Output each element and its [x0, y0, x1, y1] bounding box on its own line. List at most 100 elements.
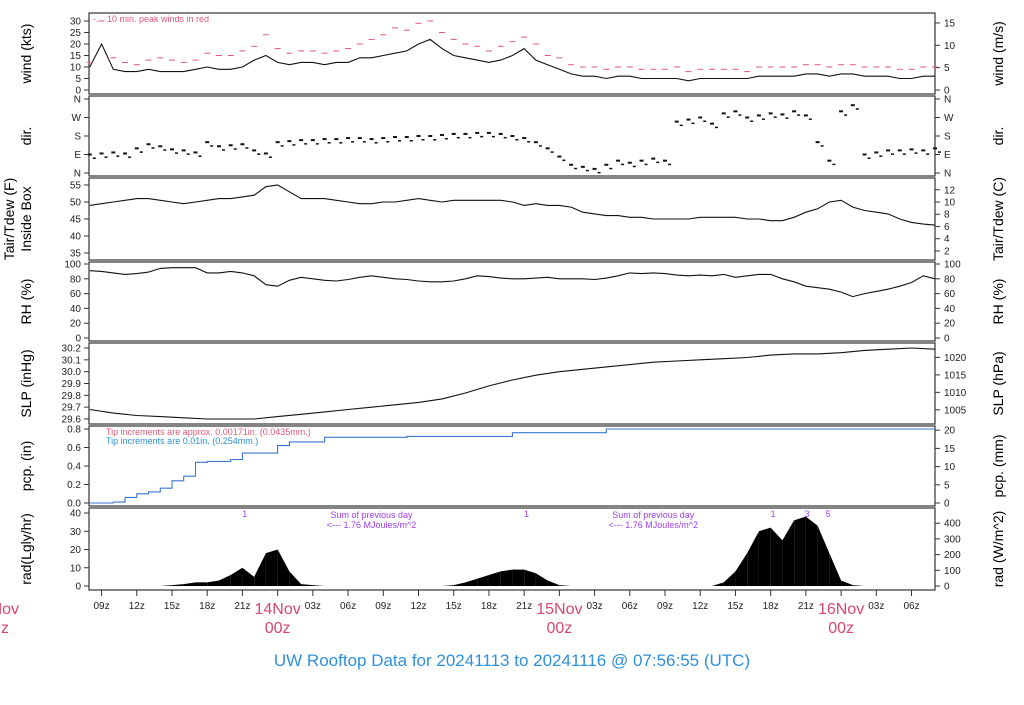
x-tick-label: 03z — [587, 601, 603, 612]
dir-point — [844, 114, 848, 116]
dir-point — [128, 156, 132, 158]
temp-left-tick-label: 45 — [70, 215, 82, 226]
rh-right-tick-label: 80 — [944, 274, 956, 285]
dir-point — [486, 131, 491, 134]
rad-area-segment — [289, 571, 302, 586]
x-day-label: 13Nov — [0, 601, 19, 618]
dir-point — [322, 138, 327, 141]
rad-right-tick-label: 400 — [944, 519, 961, 530]
wind-left-axis-title: wind (kts) — [18, 24, 34, 85]
dir-left-tick-label: E — [74, 150, 81, 161]
dir-point — [597, 171, 601, 174]
dir-point — [609, 167, 613, 170]
dir-point — [163, 149, 167, 151]
pcp-right-tick-label: 0 — [944, 499, 950, 510]
dir-point — [569, 163, 574, 166]
wind-legend-note: 10 min. peak winds in red — [107, 14, 209, 24]
slp-left-tick-label: 29.8 — [62, 391, 82, 402]
rad-left-tick-label: 30 — [70, 527, 82, 538]
slp-right-tick-label: 1020 — [944, 353, 967, 364]
dir-point — [193, 151, 198, 154]
wind-left-tick-label: 10 — [70, 63, 82, 74]
dir-right-tick-label: E — [944, 150, 951, 161]
dir-point — [703, 120, 707, 122]
x-tick-label: 21z — [516, 601, 532, 612]
dir-point — [463, 132, 468, 135]
dir-point — [604, 163, 609, 166]
dir-point — [803, 114, 808, 117]
rad-area-segment — [758, 527, 771, 586]
dir-point — [174, 152, 178, 154]
x-tick-label: 15z — [727, 601, 743, 612]
rh-left-tick-label: 60 — [70, 289, 82, 300]
dir-point — [909, 148, 914, 151]
dir-point — [797, 114, 801, 116]
rad-area-segment — [512, 569, 525, 586]
dir-point — [792, 110, 797, 113]
dir-left-tick-label: N — [74, 169, 81, 180]
rad-left-tick-label: 0 — [75, 582, 81, 593]
dir-point — [921, 149, 926, 152]
temp-right-tick-label: 10 — [944, 198, 956, 209]
x-tick-label: 09z — [375, 601, 391, 612]
rad-left-tick-label: 40 — [70, 509, 82, 520]
dir-point — [761, 118, 765, 120]
rad-sum-note-line2: <--- 1.76 MJoules/m^2 — [327, 520, 417, 530]
chart-title: UW Rooftop Data for 20241113 to 20241116… — [274, 651, 750, 670]
dir-point — [186, 153, 190, 155]
dir-point — [456, 136, 460, 139]
slp-left-tick-label: 30.2 — [62, 344, 82, 355]
dir-point — [421, 139, 425, 141]
dir-point — [381, 137, 386, 140]
dir-point — [216, 145, 221, 148]
dir-point — [99, 152, 104, 155]
dir-point — [773, 116, 777, 118]
dir-point — [351, 141, 355, 143]
dir-point — [592, 167, 597, 170]
x-tick-label: 15z — [446, 601, 462, 612]
panel-pcp: 0.0 0.2 0.4 0.6 0.8 0 5 10 15 20 pcp. (in) pcp. (mm… — [18, 425, 1006, 510]
temp-right-tick-label: 4 — [944, 234, 950, 245]
wind-plot-frame — [88, 12, 936, 95]
temp-right-tick-label: 12 — [944, 185, 956, 196]
dir-point — [886, 149, 891, 152]
dir-point — [510, 135, 515, 137]
dir-point — [263, 152, 268, 155]
dir-point — [116, 155, 120, 157]
dir-point — [228, 144, 233, 147]
dir-point — [416, 135, 421, 137]
rad-area-segment — [242, 567, 255, 586]
dir-point — [439, 133, 444, 136]
dir-right-axis-title: dir. — [990, 127, 1006, 146]
rad-area-segment — [794, 516, 806, 586]
dir-point — [557, 155, 562, 158]
dir-point — [181, 149, 186, 152]
slp-right-tick-label: 1015 — [944, 370, 967, 381]
pcp-right-tick-label: 20 — [944, 426, 956, 437]
dir-point — [480, 135, 484, 138]
rh-plot-frame — [88, 261, 936, 342]
dir-right-tick-label: S — [944, 132, 951, 143]
dir-point — [726, 116, 730, 118]
x-day-hour-label: 00z — [546, 620, 572, 637]
dir-point — [674, 120, 679, 123]
dir-point — [491, 135, 495, 138]
dir-point — [257, 153, 261, 155]
dir-point — [304, 143, 308, 145]
dir-left-axis-title: dir. — [18, 127, 34, 146]
dir-point — [714, 126, 718, 129]
dir-point — [891, 153, 895, 155]
rad-area-segment — [852, 585, 865, 586]
dir-point — [292, 144, 296, 146]
dir-point — [522, 137, 527, 140]
temp-left-tick-label: 50 — [70, 198, 82, 209]
dir-point — [656, 161, 660, 164]
dir-left-tick-label: W — [72, 113, 82, 124]
dir-point — [839, 110, 844, 113]
pcp-series-line — [89, 428, 935, 504]
rad-right-tick-label: 300 — [944, 534, 961, 545]
pcp-right-axis-title: pcp. (mm) — [990, 435, 1006, 498]
rad-area-segment — [488, 571, 501, 586]
slp-left-tick-label: 30.0 — [62, 367, 82, 378]
